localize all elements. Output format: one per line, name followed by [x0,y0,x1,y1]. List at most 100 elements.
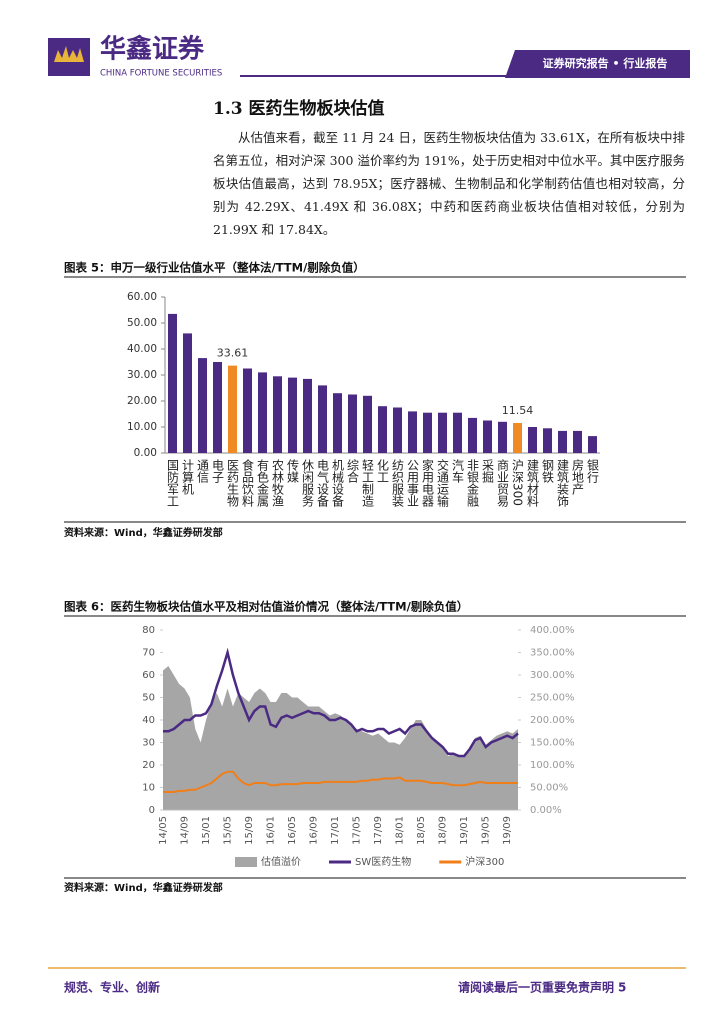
x-tick-label: 农林牧渔 [271,459,285,507]
bar [558,430,567,453]
x-tick-label: 国防军工 [166,459,180,507]
x-tick-label: 银行 [586,459,600,483]
bar [588,436,597,453]
report-tag: 证券研究报告 • 行业报告 [543,56,668,70]
x-tick-label: 传媒 [286,458,300,483]
x-tick-label: 采掘 [481,459,495,484]
section-heading: 1.3 医药生物板块估值 [213,99,385,119]
bar [393,407,402,453]
x-tick-label: 17/05 [352,816,363,845]
x-tick-label: 综合 [346,459,360,483]
x-tick-label: 交通运输 [436,458,450,508]
legend-label: SW医药生物 [355,855,411,868]
bar [483,420,492,453]
x-tick-label: 汽车 [451,458,465,484]
x-tick-label: 沪深300 [511,459,525,506]
y-tick-label: 20.00 [127,395,157,407]
x-tick-label: 19/09 [502,816,513,845]
y-tick-label: 30.00 [127,369,157,381]
y2-tick-label: 100.00% [530,760,575,771]
bar [228,365,237,453]
x-tick-label: 16/05 [287,816,298,845]
company-en: CHINA FORTUNE SECURITIES [100,69,222,79]
y-tick-label: 40.00 [127,343,157,355]
y-tick-label: 0.00 [134,447,157,459]
x-tick-label: 15/09 [244,816,255,845]
y-tick-label: 80 [142,625,155,636]
x-tick-label: 房地产 [571,458,585,496]
bar [453,412,462,453]
footer-disclaimer: 请阅读最后一页重要免责声明 [458,980,614,995]
bar [288,377,297,453]
y2-tick-label: 250.00% [530,693,575,704]
y-tick-label: 60 [142,670,155,681]
bar [408,411,417,453]
bar [198,358,207,453]
x-tick-label: 计算机 [181,459,195,495]
y2-tick-label: 50.00% [530,783,568,794]
x-tick-label: 电子 [211,459,225,483]
x-tick-label: 休闲服务 [301,459,315,507]
y2-tick-label: 0.00% [530,805,562,816]
bar [543,428,552,453]
x-tick-label: 轻工制造 [361,459,375,507]
bar [438,412,447,453]
x-tick-label: 15/05 [223,816,234,845]
x-tick-label: 18/05 [416,816,427,845]
y-tick-label: 0 [149,805,155,816]
bar [168,313,177,453]
bar [513,422,522,453]
x-tick-label: 建筑装饰 [556,459,570,507]
paragraph: 从估值来看，截至 11 月 24 日，医药生物板块估值为 33.61X，在所有板… [213,130,685,237]
bar [318,385,327,453]
y-tick-label: 30 [142,738,155,749]
x-tick-label: 16/09 [309,816,320,845]
data-label: 11.54 [502,404,534,417]
bar [378,406,387,453]
data-label: 33.61 [217,347,249,360]
x-tick-label: 商业贸易 [496,458,510,508]
bar [468,417,477,453]
x-tick-label: 公用事业 [406,459,420,507]
logo-box [48,38,90,76]
x-tick-label: 14/09 [180,816,191,845]
bar [333,393,342,453]
x-tick-label: 17/01 [330,816,341,845]
bar [348,394,357,453]
company-name: 华鑫证券 [100,34,205,65]
y2-tick-label: 400.00% [530,625,575,636]
bar [183,333,192,453]
figure-source: 资料来源：Wind，华鑫证券研发部 [64,526,223,539]
line [163,770,518,793]
x-tick-label: 18/09 [438,816,449,845]
x-tick-label: 非银金融 [466,459,480,508]
y-tick-label: 50.00 [127,317,157,329]
y2-tick-label: 150.00% [530,738,575,749]
line [163,647,519,758]
bar [303,378,312,453]
legend-label: 估值溢价 [261,855,301,868]
y-tick-label: 40 [142,715,155,726]
x-tick-label: 通信 [196,459,210,484]
figure-source: 资料来源：Wind，华鑫证券研发部 [64,881,223,894]
y-tick-label: 10.00 [127,421,157,433]
bar [573,430,582,453]
x-tick-label: 钢铁 [541,459,555,483]
x-tick-label: 机械设备 [331,459,345,508]
y2-tick-label: 300.00% [530,670,575,681]
bar [258,372,267,453]
x-tick-label: 18/01 [395,816,406,845]
y-tick-label: 50 [142,693,155,704]
x-tick-label: 食品饮料 [241,458,255,507]
x-tick-label: 14/05 [158,816,169,845]
legend-swatch [235,857,257,867]
legend-label: 沪深300 [465,855,504,868]
bar [243,368,252,453]
x-tick-label: 医药生物 [226,459,240,507]
bar [213,362,222,453]
x-tick-label: 15/01 [201,816,212,845]
y2-tick-label: 350.00% [530,648,575,659]
x-tick-label: 有色金属 [256,459,270,508]
logo-icon [54,46,84,62]
